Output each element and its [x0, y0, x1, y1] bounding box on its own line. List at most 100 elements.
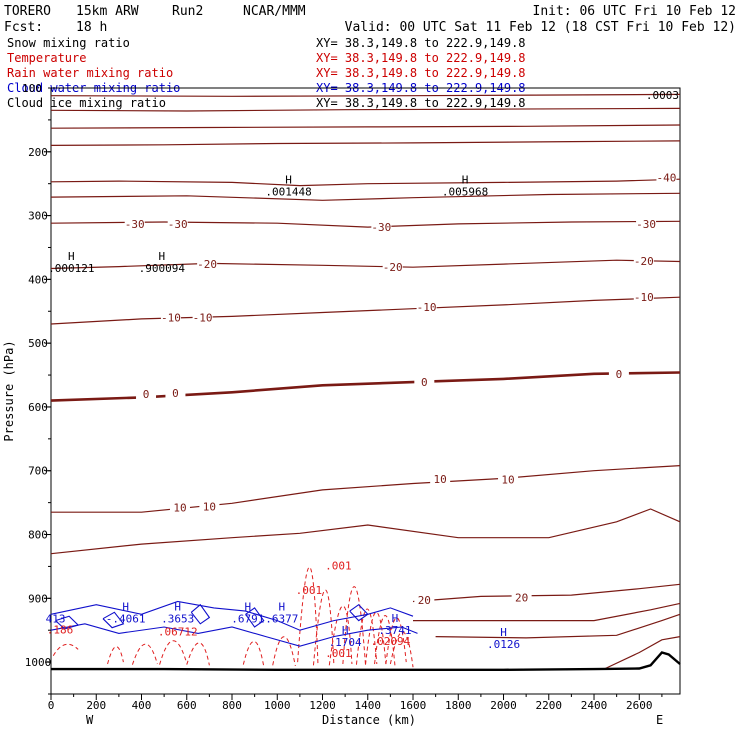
- rain-contour: [242, 641, 265, 667]
- header-org: NCAR/MMM: [243, 4, 306, 19]
- contour-label-bg: [165, 386, 186, 398]
- rain-contour: [365, 611, 387, 665]
- temperature-contour: [50, 124, 681, 129]
- x-tick-label: 2000: [490, 699, 517, 712]
- temperature-contour-label: 0: [143, 388, 150, 401]
- cloud-water-contours: [50, 600, 418, 647]
- rain-contour: [342, 586, 366, 665]
- temperature-contours: [50, 93, 681, 670]
- rain-label: .001: [325, 647, 352, 660]
- temperature-contour-label: -30: [636, 218, 656, 231]
- temperature-contour: [50, 93, 681, 97]
- header-fcst-value: 18 h: [76, 20, 107, 35]
- temperature-contour-label: 10: [173, 502, 186, 515]
- header-model: TORERO: [4, 4, 51, 19]
- x-tick-label: 0: [48, 699, 55, 712]
- h-marker-letter: H: [159, 250, 166, 263]
- plot-frame: [50, 87, 681, 695]
- header-resolution: 15km ARW: [76, 4, 139, 19]
- h-marker-letter: H: [462, 174, 469, 187]
- contour-label-bg: [511, 591, 532, 603]
- temperature-contour: [51, 465, 681, 513]
- rain-contour: [374, 615, 396, 666]
- contour-label-bg: [160, 311, 181, 323]
- y-tick-label: 1000: [25, 656, 52, 669]
- temperature-contour: [50, 508, 681, 555]
- temperature-contour-label: -20: [197, 258, 217, 271]
- x-tick-label: 1600: [400, 699, 427, 712]
- y-tick-label: 500: [28, 337, 48, 350]
- h-marker-letter: H: [68, 250, 75, 263]
- header-fcst-label: Fcst:: [4, 20, 43, 35]
- contour-label-bg: [124, 217, 145, 229]
- temperature-contour: [50, 296, 681, 325]
- temperature-contour-label: -20: [634, 255, 654, 268]
- cloud-water-contour: [55, 615, 80, 630]
- x-tick-label: 600: [177, 699, 197, 712]
- x-tick-label: 2600: [626, 699, 653, 712]
- temperature-contour-label: 0: [616, 368, 623, 381]
- rain-contour: [297, 566, 319, 666]
- legend-field-xy: XY= 38.3,149.8 to 222.9,149.8: [316, 96, 526, 110]
- rain-label: .06712: [158, 625, 198, 638]
- top-right-label: .0003: [646, 89, 679, 102]
- cloud-water-contour: [349, 603, 369, 622]
- temperature-contour: [50, 140, 681, 146]
- x-tick-label: 1200: [309, 699, 336, 712]
- temperature-contour: [435, 613, 681, 639]
- rain-contour: [131, 643, 158, 665]
- contour-label-bg: [636, 217, 657, 229]
- temperature-contour-label: -10: [634, 291, 654, 304]
- contour-label-bg: [656, 171, 677, 183]
- contour-label-bg: [416, 300, 437, 312]
- rain-contour: [385, 617, 407, 665]
- rain-contour: [328, 605, 353, 666]
- contour-label-bg: [169, 501, 190, 513]
- cloud-water-label: .1704: [329, 636, 362, 649]
- temperature-contour: [50, 192, 681, 201]
- legend-field-name: Snow mixing ratio: [7, 36, 130, 50]
- temperature-contour-label: -10: [161, 312, 181, 325]
- x-tick-label: 1800: [445, 699, 472, 712]
- temperature-contour: [412, 583, 681, 603]
- legend-field-xy: XY= 38.3,149.8 to 222.9,149.8: [316, 66, 526, 80]
- end-label-left: W: [86, 713, 94, 727]
- contour-label-bg: [414, 376, 435, 388]
- cloud-h-marker: H: [342, 624, 349, 637]
- temperature-contour: [605, 636, 681, 670]
- temperature-contour-label: 10: [203, 500, 216, 513]
- temperature-contour-label: -30: [371, 221, 391, 234]
- temperature-contour-label: -10: [417, 301, 437, 314]
- h-marker-letter: H: [285, 174, 292, 187]
- legend-field-name: Temperature: [7, 51, 86, 65]
- rain-contour: [389, 631, 414, 668]
- h-marker-value: .000121: [48, 262, 94, 275]
- top-left-label: 100: [22, 82, 42, 95]
- cloud-h-marker: H: [174, 601, 181, 614]
- temperature-contour: [50, 259, 681, 270]
- contour-label-bg: [371, 221, 392, 233]
- cloud-h-marker: H: [500, 626, 507, 639]
- temperature-contour: [50, 178, 681, 187]
- cloud-water-contour: [102, 611, 125, 629]
- rain-label: .02094: [371, 635, 411, 648]
- cloud-h-marker: H: [278, 601, 285, 614]
- contour-label-bg: [167, 217, 188, 229]
- cloud-h-marker: H: [122, 601, 129, 614]
- contour-label-bg: [498, 473, 519, 485]
- header-valid: Valid: 00 UTC Sat 11 Feb 12 (18 CST Fri …: [345, 20, 736, 35]
- y-tick-label: 200: [28, 146, 48, 159]
- legend-field-xy: XY= 38.3,149.8 to 222.9,149.8: [316, 36, 526, 50]
- cloud-water-label: .3653: [161, 613, 194, 626]
- cloud-water-contour: [190, 603, 211, 625]
- temperature-contour-label: 10: [501, 474, 514, 487]
- cloud-water-label: -.4061: [106, 613, 146, 626]
- rain-label: .186: [47, 623, 74, 636]
- rain-contour: [52, 643, 79, 656]
- rain-contour: [107, 646, 124, 665]
- contour-label-bg: [430, 473, 451, 485]
- legend-field-name: Rain water mixing ratio: [7, 66, 173, 80]
